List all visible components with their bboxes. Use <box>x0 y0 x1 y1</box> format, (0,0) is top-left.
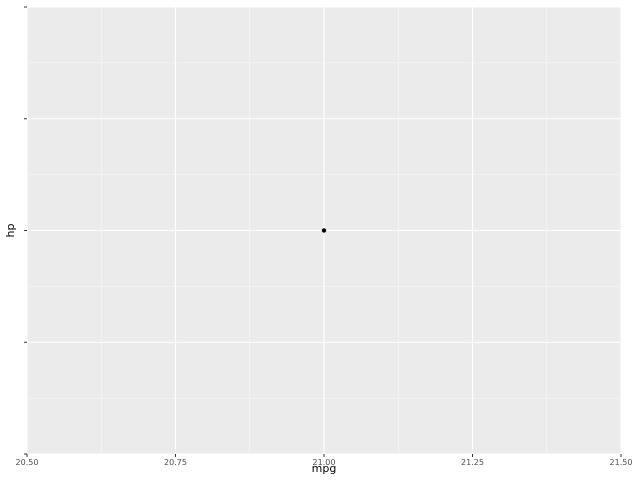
x-tick-label: 20.50 <box>16 458 39 467</box>
y-axis <box>24 6 27 455</box>
x-axis: 20.50 20.75 21.00 21.25 21.50 <box>16 454 633 467</box>
x-tick-label: 21.25 <box>461 458 484 467</box>
y-axis-title: hp <box>4 224 17 238</box>
data-point <box>321 228 327 233</box>
x-tick-label: 21.50 <box>610 458 633 467</box>
points-layer <box>321 228 327 233</box>
x-tick-label: 21.00 <box>313 458 336 467</box>
x-tick-label: 20.75 <box>164 458 187 467</box>
x-axis-title: mpg <box>312 462 337 475</box>
